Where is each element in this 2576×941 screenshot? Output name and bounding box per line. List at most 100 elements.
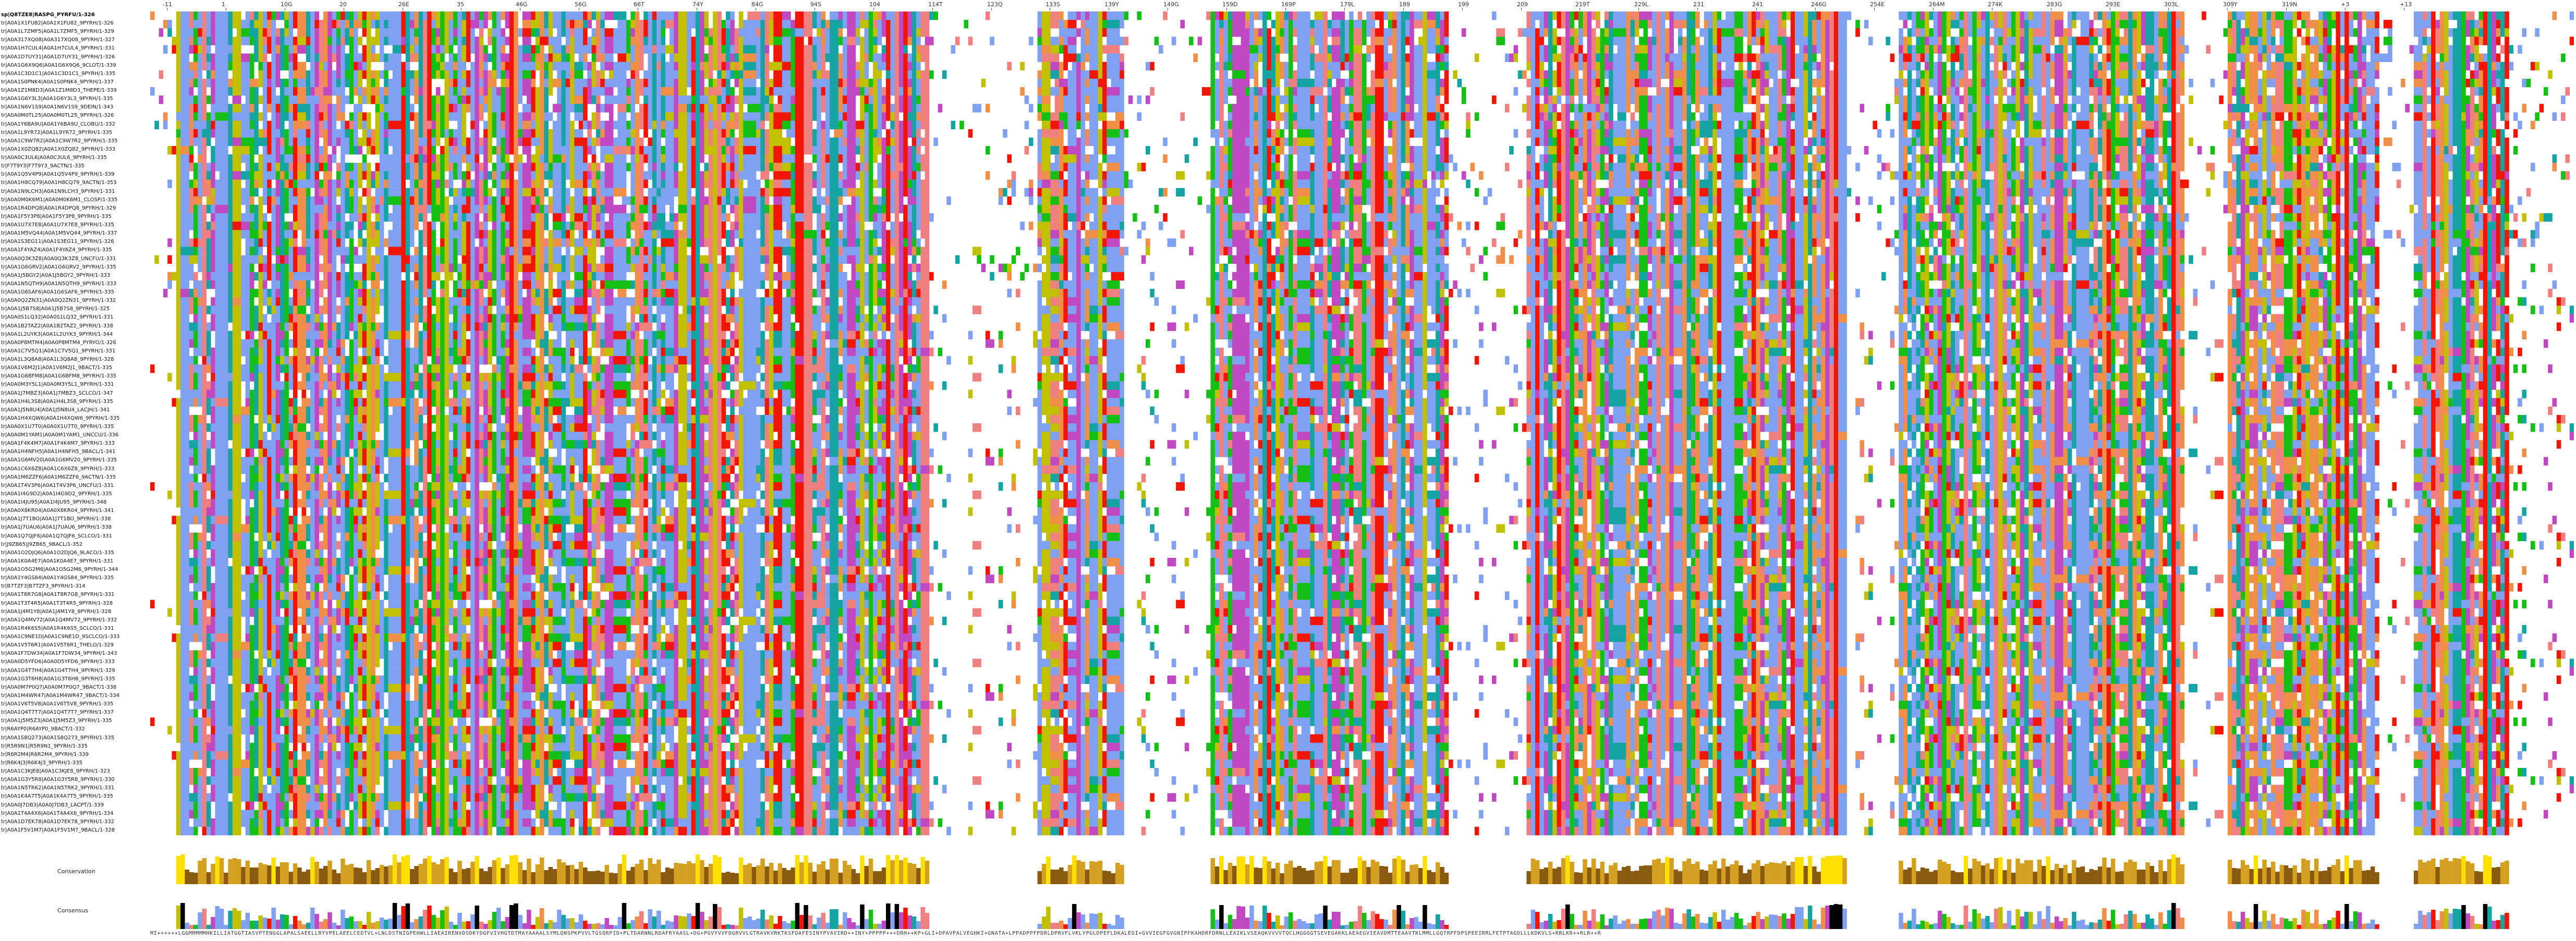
- sequence-id[interactable]: tr|A0A1Q4MV72|A0A1Q4MV72_9PYRH/1-332: [1, 617, 117, 624]
- sequence-id[interactable]: tr|A0A1L2UYK3|A0A1L2UYK3_9PYRH/1-344: [1, 331, 113, 338]
- sequence-id[interactable]: tr|A0A1G6X9Q6|A0A1G6X9Q6_9CLOT/1-339: [1, 62, 116, 69]
- sequence-id[interactable]: tr|A0A1F4K4M7|A0A1F4K4M7_9PYRH/1-333: [1, 440, 115, 447]
- sequence-id[interactable]: tr|A0A1G6GRV2|A0A1G6GRV2_9PYRH/1-335: [1, 264, 116, 271]
- sequence-id[interactable]: tr|A0A1H4L3S8|A0A1H4L3S8_9PYRH/1-335: [1, 398, 113, 405]
- sequence-id[interactable]: tr|A0A1M4WR47|A0A1M4WR47_9BACT/1-334: [1, 692, 119, 699]
- sequence-id[interactable]: tr|A0A1Q4T7T7|A0A1Q4T7T7_9PYRH/1-337: [1, 709, 114, 716]
- sequence-id[interactable]: tr|A0A0P8MTM4|A0A0P8MTM4_PYRYO/1-326: [1, 339, 116, 346]
- sequence-id[interactable]: tr|A0A317XQ08|A0A317XQ08_9PYRH/1-327: [1, 36, 115, 43]
- sequence-id[interactable]: tr|A0A1G3T6H8|A0A1G3T6H8_9PYRH/1-335: [1, 676, 115, 682]
- sequence-id[interactable]: tr|A0A1G6SAF6|A0A1G6SAF6_9PYRH/1-335: [1, 289, 114, 296]
- sequence-id[interactable]: tr|A0A1F5V1M7|A0A1F5V1M7_9BACL/1-328: [1, 827, 115, 834]
- alignment-panel[interactable]: [150, 11, 2574, 850]
- sequence-id[interactable]: tr|A0A1H4NFH5|A0A1H4NFH5_9BACL/1-341: [1, 448, 115, 455]
- sequence-id[interactable]: tr|A0A1R4DPQ8|A0A1R4DPQ8_9PYRH/1-329: [1, 205, 116, 212]
- sequence-id[interactable]: tr|A0A1T4V3P6|A0A1T4V3P6_UNCFU/1-331: [1, 482, 114, 489]
- sequence-id[interactable]: tr|A0A1L3Q8A8|A0A1L3Q8A8_9PYRH/1-328: [1, 356, 114, 363]
- sequence-id[interactable]: tr|A0A1N6V1S9|A0A1N6V1S9_9DEIN/1-343: [1, 104, 113, 111]
- sequence-id[interactable]: tr|A0A1N5TRK2|A0A1N5TRK2_9PYRH/1-331: [1, 785, 114, 791]
- sequence-id[interactable]: tr|A0A0M3Y5L1|A0A0M3Y5L1_9PYRH/1-331: [1, 381, 114, 388]
- sequence-id[interactable]: tr|A0A1V6M2J1|A0A1V6M2J1_9BACT/1-335: [1, 364, 112, 371]
- sequence-id[interactable]: tr|A0A1C3D1C1|A0A1C3D1C1_9PYRH/1-335: [1, 70, 115, 77]
- sequence-id[interactable]: tr|A0A0C3UL6|A0A0C3UL6_9PYRH/1-335: [1, 154, 107, 161]
- sequence-id[interactable]: tr|A0A1X0ZQ82|A0A1X0ZQ82_9PYRH/1-333: [1, 146, 115, 153]
- sequence-id[interactable]: tr|A0A1L9YR72|A0A1L9YR72_9PYRH/1-335: [1, 129, 112, 136]
- sequence-id[interactable]: tr|A0A1T4A4X6|A0A1T4A4X6_9PYRH/1-334: [1, 810, 114, 817]
- sequence-id[interactable]: tr|R6R2M4|R6R2M4_9PYRH/1-339: [1, 751, 89, 758]
- sequence-id[interactable]: tr|A0A1F5Y3P8|A0A1F5Y3P8_9PYRH/1-335: [1, 213, 112, 220]
- sequence-id[interactable]: tr|A0A1H4XQW6|A0A1H4XQW6_9PYRH/1-335: [1, 415, 119, 422]
- sequence-id[interactable]: tr|A0A1V6T5V8|A0A1V6T5V8_9PYRH/1-335: [1, 701, 114, 707]
- sequence-id[interactable]: tr|A0A1F7DW34|A0A1F7DW34_9PYRH/1-343: [1, 650, 117, 657]
- sequence-id[interactable]: tr|A0A1H8CQ79|A0A1H8CQ79_9ACTN/1-353: [1, 179, 117, 186]
- sequence-id[interactable]: tr|A0A0D5YFD6|A0A0D5YFD6_9PYRH/1-333: [1, 658, 115, 665]
- sequence-id[interactable]: tr|A0A1J7UAU6|A0A1J7UAU6_9PYRH/1-338: [1, 524, 112, 531]
- sequence-id[interactable]: tr|A0A1T8R7G8|A0A1T8R7G8_9PYRH/1-331: [1, 591, 115, 598]
- sequence-id[interactable]: tr|B7TZF3|B7TZF3_9PYRH/1-314: [1, 583, 86, 590]
- sequence-id[interactable]: tr|A0A1S3EG11|A0A1S3EG11_9PYRH/1-326: [1, 238, 114, 245]
- sequence-id[interactable]: tr|A0A1V5T6R1|A0A1V5T6R1_THELO/1-329: [1, 642, 114, 649]
- sequence-id[interactable]: tr|A0A1J7T1BO|A0A1J7T1BO_9PYRH/1-338: [1, 516, 111, 522]
- sequence-id[interactable]: tr|A0A1I4G9D2|A0A1I4G9D2_9PYRH/1-335: [1, 491, 112, 497]
- sequence-id[interactable]: tr|A0A1S8Q273|A0A1S8Q273_9PYRH/1-335: [1, 735, 114, 741]
- sequence-id[interactable]: tr|A0A1M6ZZF6|A0A1M6ZZF6_9ACTN/1-335: [1, 474, 116, 481]
- sequence-id[interactable]: tr|A0A1G6BFM8|A0A1G6BFM8_9PYRH/1-335: [1, 373, 116, 380]
- sequence-id[interactable]: tr|A0A1H7CUL4|A0A1H7CUL4_9PYRH/1-331: [1, 45, 115, 52]
- sequence-id[interactable]: tr|A0A1I4JU95|A0A1I4JU95_9PYRH/1-348: [1, 499, 106, 506]
- sequence-id[interactable]: tr|A0A1J4M1Y8|A0A1J4M1Y8_9PYRH/1-328: [1, 608, 111, 615]
- sequence-id[interactable]: tr|A0A1K4A7T5|A0A1K4A7T5_9PYRH/1-335: [1, 793, 113, 800]
- sequence-id[interactable]: tr|A0A1J5B7S8|A0A1J5B7S8_9PYRH/1-325: [1, 305, 110, 312]
- sequence-id[interactable]: tr|F7T9Y3|F7T9Y3_9ACTN/1-335: [1, 163, 84, 169]
- sequence-id[interactable]: tr|A0A1Y4GS84|A0A1Y4GS84_9PYRH/1-335: [1, 575, 114, 581]
- sequence-id[interactable]: tr|A0A1R4K6S5|A0A1R4K6S5_SCLCO/1-331: [1, 625, 114, 632]
- sequence-id[interactable]: tr|A0A1G6MV20|A0A1G6MV20_9PYRH/1-335: [1, 457, 117, 463]
- sequence-id[interactable]: tr|A0A1C6X6Z8|A0A1C6X6Z8_9PYRH/1-333: [1, 466, 114, 472]
- sequence-id[interactable]: tr|A0A0X8KR04|A0A0X8KR04_9PYRH/1-341: [1, 507, 114, 514]
- sequence-id[interactable]: tr|A0A1N5QTH9|A0A1N5QTH9_9PYRH/1-333: [1, 280, 116, 287]
- sequence-id[interactable]: tr|A0A0Q2ZN31|A0A0Q2ZN31_9PYRH/1-332: [1, 297, 116, 304]
- sequence-id[interactable]: tr|A0A0Q3K3Z8|A0A0Q3K3Z8_UNCFU/1-331: [1, 255, 116, 262]
- sequence-id[interactable]: tr|A0A1O2DJQ6|A0A1O2DJQ6_9LACO/1-335: [1, 549, 114, 556]
- sequence-id[interactable]: tr|A0A1C7V5Q1|A0A1C7V5Q1_9PYRH/1-331: [1, 348, 115, 355]
- sequence-id[interactable]: tr|A0A1D7EK78|A0A1D7EK78_9PYRH/1-332: [1, 818, 114, 825]
- sequence-id[interactable]: tr|A0A1U7X7E8|A0A1U7X7E8_9PYRH/1-335: [1, 222, 114, 228]
- sequence-id[interactable]: tr|A0A1F4YAZ4|A0A1F4YAZ4_9PYRH/1-335: [1, 247, 112, 253]
- sequence-id[interactable]: tr|A0A1N9LCH3|A0A1N9LCH3_9PYRH/1-331: [1, 188, 115, 195]
- sequence-id[interactable]: tr|A0A1J5N8U4|A0A1J5N8U4_LACJH/1-341: [1, 407, 110, 413]
- sequence-id[interactable]: tr|A0A0M0TL25|A0A0M0TL25_9PYRH/1-326: [1, 112, 114, 119]
- sequence-id[interactable]: tr|A0A0X1U7T0|A0A0X1U7T0_9PYRH/1-335: [1, 423, 114, 430]
- sequence-id[interactable]: tr|A0A1X1FU82|A0A1X1FU82_9PYRH/1-326: [1, 20, 114, 27]
- sequence-id[interactable]: tr|A0A0J7DB3|A0A0J7DB3_LACPT/1-339: [1, 802, 104, 809]
- sequence-id[interactable]: tr|A0A1K0A4E7|A0A1K0A4E7_9PYRH/1-331: [1, 558, 113, 565]
- sequence-id[interactable]: tr|A0A1Q5V4P9|A0A1Q5V4P9_9PYRH/1-339: [1, 171, 114, 178]
- sequence-id[interactable]: sp|Q8TZE8|RASPG_PYRFU/1-326: [1, 11, 95, 18]
- sequence-id[interactable]: tr|A0A1C9W7R2|A0A1C9W7R2_9PYRH/1-335: [1, 138, 118, 144]
- sequence-id[interactable]: tr|A0A1T3T4R5|A0A1T3T4R5_9PYRH/1-328: [1, 600, 113, 607]
- sequence-id[interactable]: tr|A0A1B2TAZ2|A0A1B2TAZ2_9PYRH/1-338: [1, 323, 113, 329]
- sequence-id[interactable]: tr|A0A1J7MBZ3|A0A1J7MBZ3_SCLCO/1-347: [1, 390, 113, 397]
- sequence-id[interactable]: tr|A0A1Z1M8D3|A0A1Z1M8D3_THEPE/1-339: [1, 87, 117, 94]
- sequence-id[interactable]: tr|A0A1M5VQ44|A0A1M5VQ44_9PYRH/1-337: [1, 230, 117, 237]
- sequence-id[interactable]: tr|A0A1J5BGY2|A0A1J5BGY2_9PYRH/1-333: [1, 272, 110, 279]
- sequence-id[interactable]: tr|R5R9N1|R5R9N1_9PYRH/1-335: [1, 743, 88, 750]
- sequence-id[interactable]: tr|A0A1O5G2M6|A0A1O5G2M6_9PYRH/1-344: [1, 566, 118, 573]
- sequence-id[interactable]: tr|R6AYP0|R6AYP0_9BACT/1-332: [1, 726, 85, 732]
- sequence-id[interactable]: tr|A0A1L7ZMF5|A0A1L7ZMF5_9PYRH/1-329: [1, 28, 114, 35]
- sequence-id[interactable]: tr|A0A0M0K6M1|A0A0M0K6M1_CLOSP/1-335: [1, 197, 117, 203]
- sequence-id[interactable]: tr|A0A1C9NE1D|A0A1C9NE1D_9SCLCO/1-333: [1, 633, 120, 640]
- sequence-id[interactable]: tr|A0A1Y6BA9U|A0A1Y6BA9U_CLOBU/1-332: [1, 121, 115, 128]
- sequence-id[interactable]: tr|A0A0M7P0Q7|A0A0M7P0Q7_9BACT/1-338: [1, 684, 116, 691]
- sequence-id[interactable]: tr|A0A1C3KJE8|A0A1C3KJE8_9PYRH/1-323: [1, 768, 110, 775]
- sequence-id[interactable]: tr|A0A1D7UY31|A0A1D7UY31_9PYRH/1-326: [1, 54, 115, 60]
- sequence-id[interactable]: tr|A0A1Q7QJF6|A0A1Q7QJF6_SCLCO/1-331: [1, 533, 112, 540]
- sequence-id[interactable]: tr|A0A1G6Y3L3|A0A1G6Y3L3_9PYRH/1-335: [1, 95, 113, 102]
- sequence-id-panel[interactable]: sp|Q8TZE8|RASPG_PYRFU/1-326 tr|A0A1X1FU82…: [0, 11, 149, 846]
- sequence-id[interactable]: tr|J9ZB65|J9ZB65_9BACL/1-352: [1, 541, 82, 548]
- sequence-id[interactable]: tr|A0A0M1YAM1|A0A0M1YAM1_UNCCU/1-336: [1, 432, 118, 438]
- sequence-id[interactable]: tr|A0A1G3Y5R8|A0A1G3Y5R8_9PYRH/1-330: [1, 776, 115, 783]
- sequence-id[interactable]: tr|R6K4J3|R6K4J3_9PYRH/1-335: [1, 760, 82, 766]
- sequence-id[interactable]: tr|A0A1G4T7H4|A0A1G4T7H4_9PYRH/1-329: [1, 667, 115, 674]
- sequence-id[interactable]: tr|A0A1S0PNK4|A0A1S0PNK4_9PYRH/1-337: [1, 79, 114, 85]
- sequence-id[interactable]: tr|A0A1J5M5Z3|A0A1J5M5Z3_9PYRH/1-335: [1, 717, 112, 724]
- sequence-id[interactable]: tr|A0A0S1LQ32|A0A0S1LQ32_9PYRH/1-331: [1, 314, 114, 321]
